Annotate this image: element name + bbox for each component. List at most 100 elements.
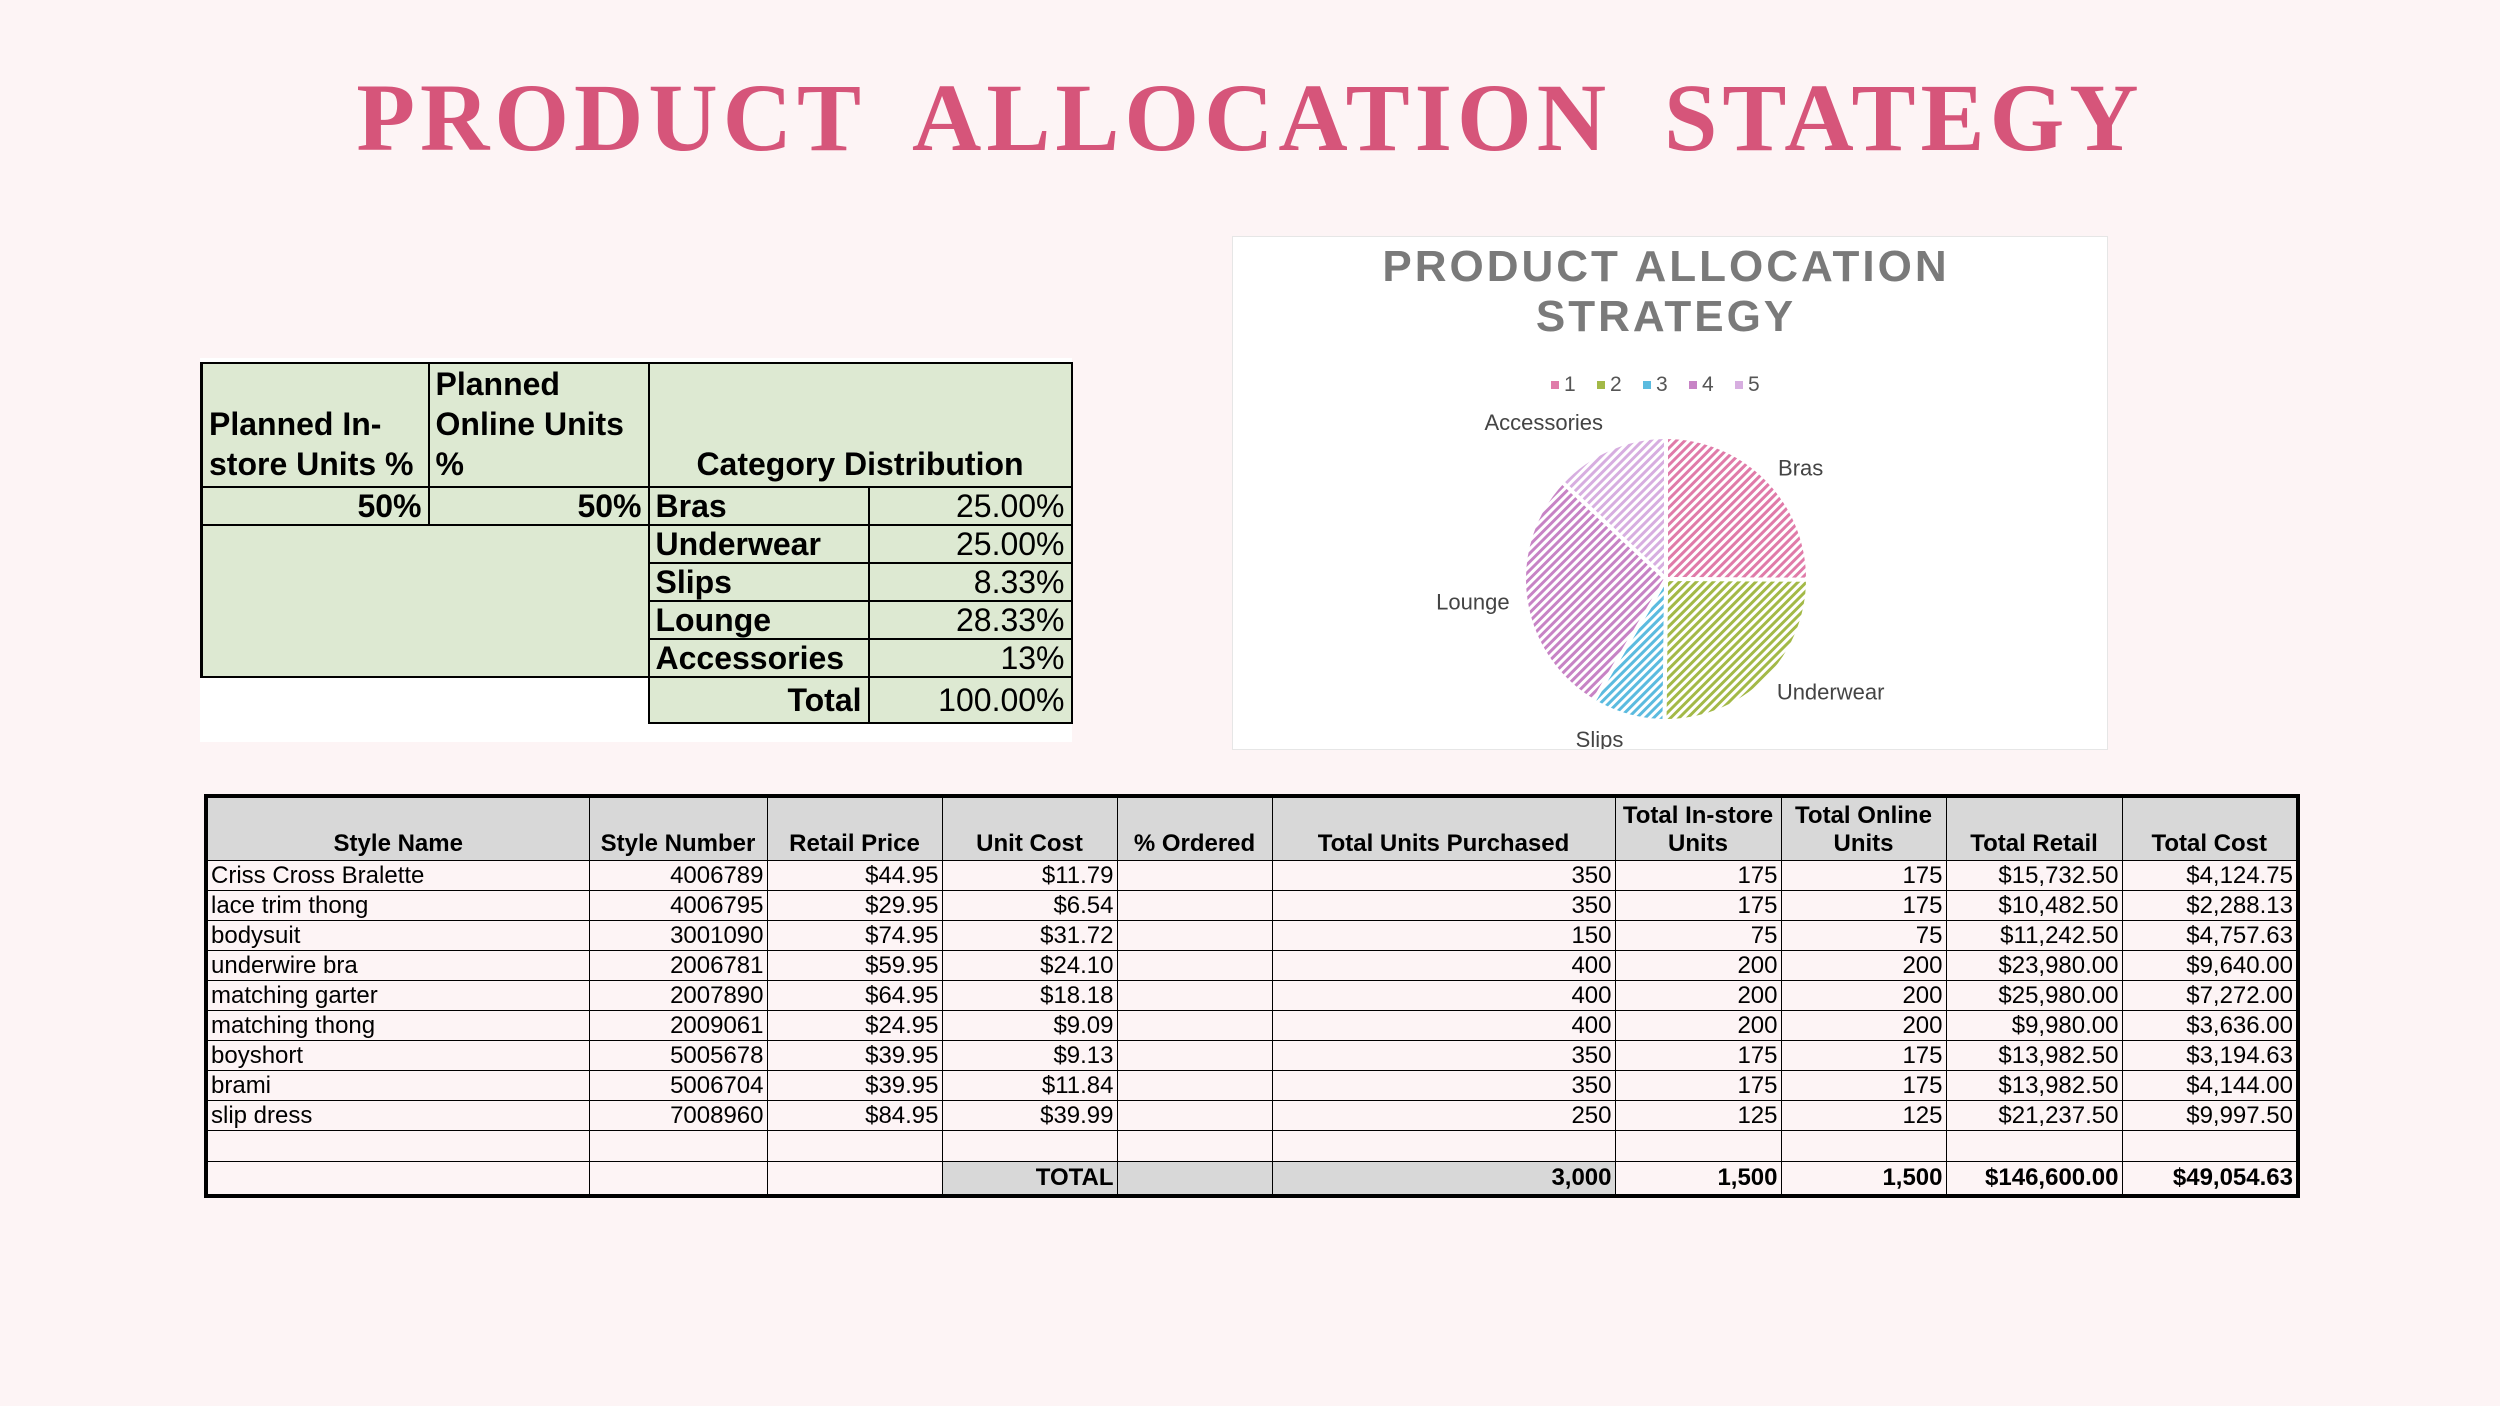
column-header: Total Units Purchased <box>1271 795 1616 861</box>
pie-chart: PRODUCT ALLOCATION STRATEGY 1 2 3 4 5 Bras Un… <box>1382 242 1949 749</box>
table-cell: $29.95 <box>766 890 943 921</box>
pie-labels: Bras Underwear Slips Lounge Accessories <box>1436 410 1884 749</box>
chart-legend: 1 2 3 4 5 <box>1551 373 1760 396</box>
table-cell: $6.54 <box>941 890 1118 921</box>
table-cell <box>1116 1100 1273 1131</box>
table-cell: slip dress <box>205 1100 590 1131</box>
table-cell: 400 <box>1271 980 1616 1011</box>
category-name: Bras <box>647 486 870 526</box>
column-header: Total Retail <box>1945 795 2123 861</box>
column-header: Total Cost <box>2121 795 2299 861</box>
table-cell: 200 <box>1614 980 1782 1011</box>
table-cell: $13,982.50 <box>1945 1040 2123 1071</box>
category-percent: 8.33% <box>867 562 1073 602</box>
legend-label: 5 <box>1748 373 1760 396</box>
table-cell: 2007890 <box>588 980 768 1011</box>
table-cell <box>1116 890 1273 921</box>
table-cell: 200 <box>1780 950 1947 981</box>
table-cell: 175 <box>1780 860 1947 891</box>
table-cell: $7,272.00 <box>2121 980 2299 1011</box>
table-cell: $21,237.50 <box>1945 1100 2123 1131</box>
table-cell: $18.18 <box>941 980 1118 1011</box>
table-cell: 175 <box>1614 860 1782 891</box>
category-table-panel: Planned In-store Units % Planned Online … <box>200 358 1073 742</box>
category-percent: 25.00% <box>867 486 1073 526</box>
legend-label: 2 <box>1610 373 1622 396</box>
chart-title-line-1: PRODUCT ALLOCATION <box>1382 242 1949 291</box>
table-cell: $84.95 <box>766 1100 943 1131</box>
table-cell: 5005678 <box>588 1040 768 1071</box>
table-cell <box>1116 920 1273 951</box>
table-cell: 250 <box>1271 1100 1616 1131</box>
table-row: underwire bra 2006781 $59.95 $24.10 400 200 20… <box>205 950 2299 981</box>
category-name: Underwear <box>647 524 870 564</box>
legend-swatch <box>1735 381 1743 389</box>
table-cell: 7008960 <box>588 1100 768 1131</box>
table-cell: 175 <box>1614 890 1782 921</box>
pie-label-bras: Bras <box>1778 456 1823 481</box>
total-online: 1,500 <box>1780 1161 1947 1197</box>
legend-swatch <box>1643 381 1651 389</box>
table-cell <box>1116 1040 1273 1071</box>
table-cell: 200 <box>1780 1010 1947 1041</box>
table-row: bodysuit 3001090 $74.95 $31.72 150 75 75 $11,24… <box>205 920 2299 951</box>
table-cell: lace trim thong <box>205 890 590 921</box>
column-header: Style Number <box>588 795 768 861</box>
total-cost: $49,054.63 <box>2121 1161 2299 1197</box>
table-cell: 400 <box>1271 950 1616 981</box>
instore-header: Planned In-store Units % <box>200 362 430 488</box>
pie-label-accessories: Accessories <box>1484 410 1603 435</box>
instore-value: 50% <box>200 486 430 526</box>
table-cell: $11.79 <box>941 860 1118 891</box>
table-cell: matching garter <box>205 980 590 1011</box>
table-cell: 2006781 <box>588 950 768 981</box>
online-value: 50% <box>427 486 650 526</box>
table-row: Criss Cross Bralette 4006789 $44.95 $11.79 3… <box>205 860 2299 891</box>
pie-label-slips: Slips <box>1576 727 1624 749</box>
table-cell: 75 <box>1780 920 1947 951</box>
chart-title-line-2: STRATEGY <box>1536 292 1796 341</box>
pie-slice-bras <box>1664 434 1810 582</box>
column-header: % Ordered <box>1116 795 1273 861</box>
table-cell: 125 <box>1780 1100 1947 1131</box>
table-cell: underwire bra <box>205 950 590 981</box>
total-instore: 1,500 <box>1614 1161 1782 1197</box>
legend-swatch <box>1689 381 1697 389</box>
table-cell: $24.10 <box>941 950 1118 981</box>
pie-label-lounge: Lounge <box>1436 589 1509 614</box>
table-cell: $24.95 <box>766 1010 943 1041</box>
column-header: Total Online Units <box>1780 795 1947 861</box>
table-cell <box>1116 1010 1273 1041</box>
table-cell: $9,640.00 <box>2121 950 2299 981</box>
table-cell: 3001090 <box>588 920 768 951</box>
table-cell: $39.95 <box>766 1070 943 1101</box>
table-cell: 350 <box>1271 1040 1616 1071</box>
category-empty-cell <box>201 676 649 723</box>
table-row: matching garter 2007890 $64.95 $18.18 400 200… <box>205 980 2299 1011</box>
category-blank-area <box>200 524 650 678</box>
table-cell: $11,242.50 <box>1945 920 2123 951</box>
table-cell: $4,144.00 <box>2121 1070 2299 1101</box>
total-units: 3,000 <box>1271 1161 1616 1197</box>
table-cell <box>1116 860 1273 891</box>
table-cell: $11.84 <box>941 1070 1118 1101</box>
table-cell: $44.95 <box>766 860 943 891</box>
legend-swatch <box>1551 381 1559 389</box>
table-row: brami 5006704 $39.95 $11.84 350 175 175 $13,982… <box>205 1070 2299 1101</box>
legend-swatch <box>1597 381 1605 389</box>
category-table: Planned In-store Units % Planned Online … <box>200 362 1073 724</box>
table-row: slip dress 7008960 $84.95 $39.99 250 125 125 $2… <box>205 1100 2299 1131</box>
table-cell: 175 <box>1780 1040 1947 1071</box>
table-cell: $64.95 <box>766 980 943 1011</box>
column-header: Retail Price <box>766 795 943 861</box>
table-cell: 175 <box>1780 890 1947 921</box>
online-header: Planned Online Units % <box>427 362 650 488</box>
table-cell: $9.13 <box>941 1040 1118 1071</box>
style-table-header: Style Name Style Number Retail Price Unit C… <box>205 795 2299 861</box>
table-cell: 125 <box>1614 1100 1782 1131</box>
table-row: boyshort 5005678 $39.95 $9.13 350 175 175 $13,9… <box>205 1040 2299 1071</box>
table-cell: 200 <box>1780 980 1947 1011</box>
category-percent: 25.00% <box>867 524 1073 564</box>
total-row: TOTAL 3,000 1,500 1,500 $146,600.00 $49,… <box>205 1161 2299 1197</box>
table-cell: $31.72 <box>941 920 1118 951</box>
